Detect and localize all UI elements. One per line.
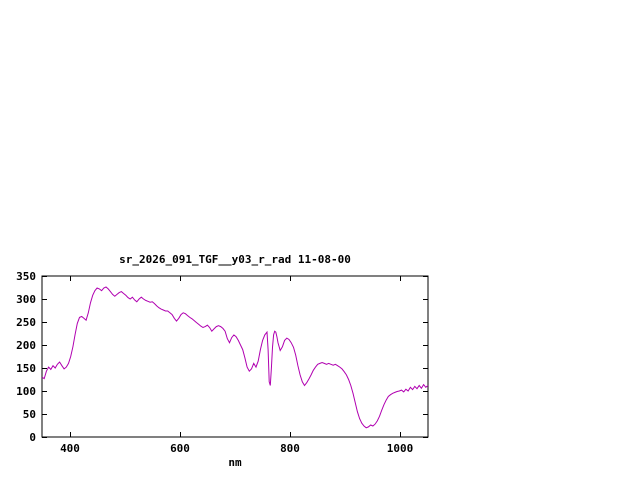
x-tick-label: 800 [280, 442, 300, 455]
x-tick-label: 400 [60, 442, 80, 455]
y-tick-label: 250 [16, 316, 36, 329]
y-tick-label: 0 [29, 431, 36, 444]
y-tick-label: 50 [23, 408, 36, 421]
y-tick-label: 150 [16, 362, 36, 375]
spectrum-line [41, 286, 429, 429]
y-tick-label: 100 [16, 385, 36, 398]
y-tick-label: 200 [16, 339, 36, 352]
x-tick-label: 600 [170, 442, 190, 455]
plot-border [41, 275, 429, 438]
y-tick-label: 350 [16, 270, 36, 283]
axis-ticks [42, 276, 428, 438]
chart-title: sr_2026_091_TGF__y03_r_rad 11-08-00 [119, 253, 351, 266]
x-axis-label: nm [228, 456, 242, 469]
x-tick-label: 1000 [387, 442, 414, 455]
y-tick-label: 300 [16, 293, 36, 306]
tick-labels: 400 600 800 1000 0 50 100 150 200 250 300 350 [16, 270, 413, 455]
